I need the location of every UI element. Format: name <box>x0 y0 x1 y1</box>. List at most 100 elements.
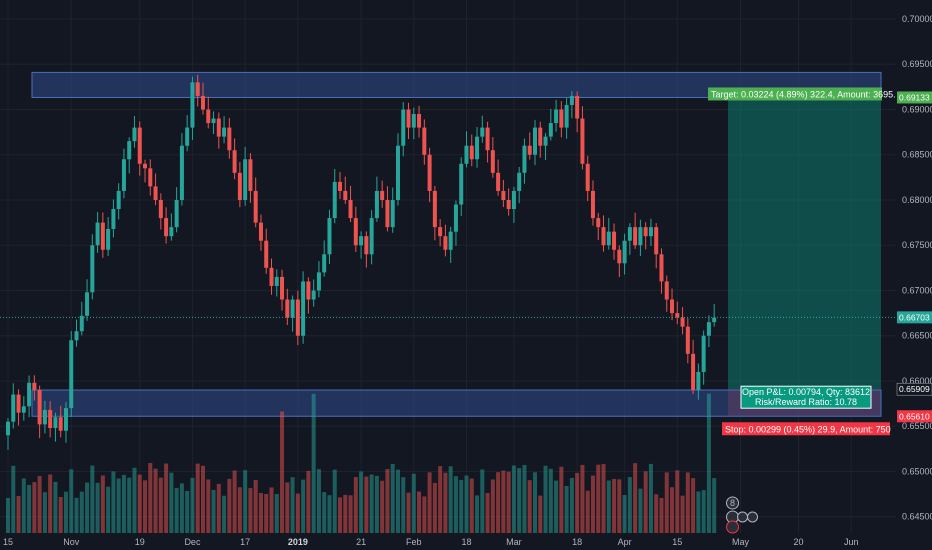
candle-body[interactable] <box>511 190 516 210</box>
candle-body[interactable] <box>659 254 664 282</box>
candle-body[interactable] <box>290 299 295 318</box>
candle-body[interactable] <box>227 127 232 151</box>
candle-body[interactable] <box>627 227 632 241</box>
candle-body[interactable] <box>385 199 390 228</box>
candle-body[interactable] <box>359 236 364 246</box>
candle-body[interactable] <box>90 245 95 293</box>
candle-body[interactable] <box>306 281 311 300</box>
candle-body[interactable] <box>390 199 395 228</box>
candle-body[interactable] <box>469 145 474 160</box>
candle-body[interactable] <box>569 95 574 105</box>
candle-body[interactable] <box>554 109 559 124</box>
candle-body[interactable] <box>148 168 153 187</box>
candle-body[interactable] <box>95 222 100 246</box>
candle-body[interactable] <box>559 109 564 128</box>
candle-body[interactable] <box>137 127 142 164</box>
candle-body[interactable] <box>496 172 501 191</box>
candle-body[interactable] <box>327 218 332 255</box>
candle-body[interactable] <box>517 172 522 191</box>
candle-body[interactable] <box>63 408 68 431</box>
event-badge-icon[interactable] <box>747 511 759 523</box>
candle-body[interactable] <box>169 227 174 237</box>
candle-body[interactable] <box>395 145 400 200</box>
candle-body[interactable] <box>580 118 585 164</box>
candle-body[interactable] <box>680 317 685 327</box>
candle-body[interactable] <box>459 163 464 205</box>
candle-body[interactable] <box>6 421 10 436</box>
candle-body[interactable] <box>701 335 706 372</box>
candle-body[interactable] <box>490 150 495 173</box>
candle-body[interactable] <box>427 154 432 191</box>
candle-body[interactable] <box>706 322 711 336</box>
candle-body[interactable] <box>443 236 448 250</box>
candle-body[interactable] <box>606 231 611 246</box>
candle-body[interactable] <box>612 231 617 250</box>
candle-body[interactable] <box>664 281 669 300</box>
candle-body[interactable] <box>527 145 532 155</box>
candle-body[interactable] <box>16 394 21 413</box>
candle-body[interactable] <box>253 190 258 223</box>
candle-body[interactable] <box>601 227 606 246</box>
candle-body[interactable] <box>79 315 84 332</box>
candle-body[interactable] <box>143 163 148 169</box>
profit-zone[interactable] <box>728 97 881 390</box>
candle-body[interactable] <box>211 118 216 124</box>
candle-body[interactable] <box>232 150 237 173</box>
candle-body[interactable] <box>712 317 717 323</box>
candle-body[interactable] <box>338 181 343 191</box>
candle-body[interactable] <box>617 249 622 264</box>
candle-body[interactable] <box>111 209 116 229</box>
candle-body[interactable] <box>179 145 184 200</box>
candle-body[interactable] <box>548 123 553 137</box>
candle-body[interactable] <box>575 95 580 119</box>
candle-body[interactable] <box>74 331 79 341</box>
candle-body[interactable] <box>369 218 374 255</box>
candle-body[interactable] <box>380 190 385 200</box>
candle-body[interactable] <box>453 204 458 232</box>
candle-body[interactable] <box>675 313 680 318</box>
candle-body[interactable] <box>316 272 321 291</box>
candle-body[interactable] <box>280 276 285 300</box>
candle-body[interactable] <box>406 109 411 128</box>
candle-body[interactable] <box>401 109 406 146</box>
candle-body[interactable] <box>153 186 158 200</box>
candle-body[interactable] <box>332 181 337 219</box>
candle-body[interactable] <box>237 172 242 200</box>
candle-body[interactable] <box>116 190 121 210</box>
candle-body[interactable] <box>432 190 437 228</box>
candle-body[interactable] <box>654 227 659 255</box>
candle-body[interactable] <box>206 109 211 124</box>
candle-body[interactable] <box>480 127 485 137</box>
candle-body[interactable] <box>301 281 306 336</box>
candle-body[interactable] <box>364 236 369 255</box>
candle-body[interactable] <box>85 292 90 316</box>
candle-body[interactable] <box>691 353 696 391</box>
candle-body[interactable] <box>485 127 490 151</box>
support-zone[interactable] <box>31 389 882 417</box>
candle-body[interactable] <box>132 127 137 142</box>
candle-body[interactable] <box>696 371 701 391</box>
candle-body[interactable] <box>633 227 638 246</box>
candle-body[interactable] <box>501 190 506 200</box>
candle-body[interactable] <box>48 409 53 429</box>
candle-body[interactable] <box>32 382 37 391</box>
candle-body[interactable] <box>185 127 190 146</box>
candle-body[interactable] <box>438 227 443 237</box>
candle-body[interactable] <box>564 104 569 128</box>
candle-body[interactable] <box>121 159 126 191</box>
candle-body[interactable] <box>643 227 648 237</box>
candle-body[interactable] <box>100 222 105 250</box>
candle-body[interactable] <box>248 159 253 191</box>
candle-body[interactable] <box>670 299 675 314</box>
event-badge-icon[interactable] <box>726 496 740 510</box>
candle-body[interactable] <box>311 290 316 300</box>
candle-body[interactable] <box>543 136 548 146</box>
candle-body[interactable] <box>475 136 480 160</box>
candle-body[interactable] <box>348 199 353 219</box>
candle-body[interactable] <box>596 218 601 228</box>
candle-body[interactable] <box>685 326 690 354</box>
candle-body[interactable] <box>106 228 111 250</box>
candle-body[interactable] <box>190 82 195 128</box>
candle-body[interactable] <box>58 417 63 431</box>
